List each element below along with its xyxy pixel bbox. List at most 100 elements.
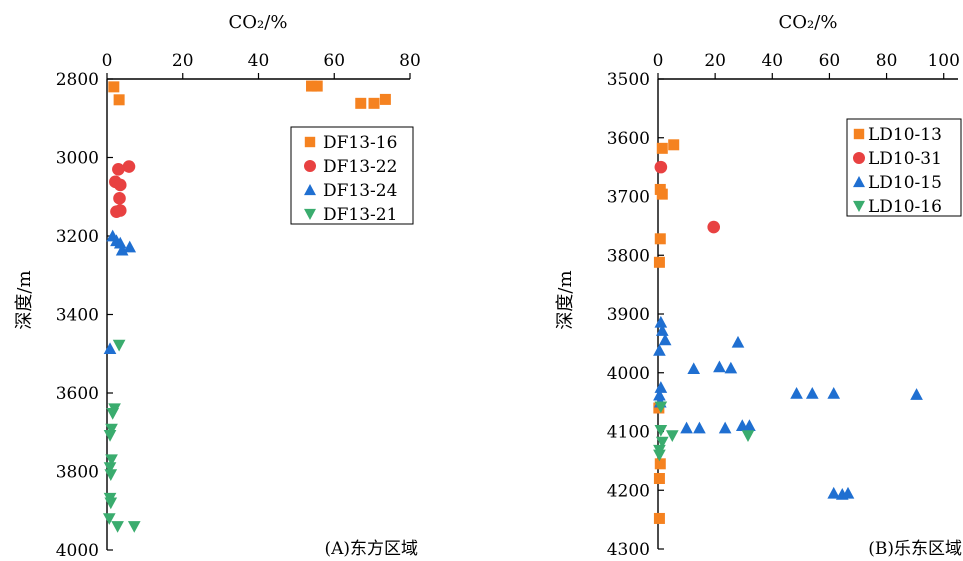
data-point xyxy=(658,333,672,346)
data-point xyxy=(103,462,117,474)
y-tick-label: 3200 xyxy=(56,227,99,247)
data-point xyxy=(841,486,855,499)
x-tick-label: 0 xyxy=(102,51,113,71)
y-tick-label: 3900 xyxy=(607,305,650,325)
data-point xyxy=(910,388,923,400)
x-tick-label: 60 xyxy=(819,51,841,71)
data-point xyxy=(103,342,117,355)
legend-entry: DF13-22 xyxy=(323,157,397,177)
legend-marker xyxy=(853,152,865,164)
legend-marker xyxy=(853,200,865,212)
data-point xyxy=(112,162,125,176)
y-tick-label: 3700 xyxy=(607,188,650,208)
data-point xyxy=(654,315,668,328)
x-tick-label: 80 xyxy=(876,51,898,71)
data-point xyxy=(724,361,738,374)
x-tick-label: 20 xyxy=(172,51,194,71)
legend-entry: DF13-16 xyxy=(323,133,397,153)
chart-panel-a: 0 20 40 60 80 2800 3000 3200 3400 3600 3800 4000 CO₂… xyxy=(14,12,421,561)
data-point xyxy=(707,220,721,234)
data-point xyxy=(653,449,666,462)
x-tick-label: 40 xyxy=(761,51,783,71)
legend-marker xyxy=(304,160,316,172)
data-point xyxy=(104,469,118,481)
y-tick-label: 3800 xyxy=(607,246,650,266)
legend: DF13-16 DF13-22 DF13-24 DF13-21 xyxy=(290,126,414,225)
legend-entry: LD10-13 xyxy=(868,125,942,145)
data-point xyxy=(654,160,668,174)
y-tick-label: 4100 xyxy=(607,423,650,443)
data-point xyxy=(653,344,666,356)
data-point xyxy=(379,93,391,105)
x-tick-label: 100 xyxy=(927,51,959,71)
x-tick-label: 60 xyxy=(323,51,345,71)
y-tick-label: 4300 xyxy=(607,540,650,560)
series-df13-21 xyxy=(102,339,141,533)
data-point xyxy=(790,386,803,399)
data-point xyxy=(654,424,668,437)
legend-entry: LD10-15 xyxy=(868,173,942,193)
data-point xyxy=(654,381,668,393)
data-point xyxy=(103,430,117,442)
data-point xyxy=(355,97,367,109)
y-tick-label: 2800 xyxy=(56,70,99,90)
x-axis-title: CO₂/% xyxy=(229,12,288,33)
data-point xyxy=(122,160,136,173)
data-point xyxy=(115,243,129,256)
data-point xyxy=(653,512,665,524)
series-df13-24 xyxy=(103,229,137,355)
data-point xyxy=(680,421,693,434)
data-point xyxy=(108,81,120,93)
data-point xyxy=(105,423,118,436)
data-point xyxy=(311,80,323,92)
data-point xyxy=(687,362,701,375)
x-tick-label: 40 xyxy=(248,51,270,71)
data-point xyxy=(693,421,706,434)
data-point xyxy=(827,486,841,499)
y-tick-label: 3000 xyxy=(56,149,99,169)
series-df13-22 xyxy=(109,160,136,218)
data-point xyxy=(718,421,732,434)
data-point xyxy=(827,386,841,399)
data-point xyxy=(105,454,118,467)
panel-label: (B)乐东区域 xyxy=(868,539,962,559)
series-df13-16 xyxy=(108,80,391,109)
data-point xyxy=(743,419,756,432)
legend-box xyxy=(846,118,962,217)
data-point xyxy=(104,497,118,510)
legend-marker xyxy=(304,136,316,148)
y-tick-label: 3800 xyxy=(56,463,99,483)
data-point xyxy=(653,473,665,484)
y-tick-label: 4200 xyxy=(607,481,650,501)
y-tick-label: 3600 xyxy=(607,129,650,149)
y-axis-title: 深度/m xyxy=(14,270,35,329)
data-point xyxy=(113,94,125,106)
data-point xyxy=(741,430,755,442)
data-point xyxy=(123,240,137,253)
data-point xyxy=(731,335,745,348)
y-tick-label: 4000 xyxy=(56,541,99,561)
data-point xyxy=(656,142,668,154)
data-point xyxy=(713,360,726,373)
series-ld10-31 xyxy=(654,160,721,234)
data-point xyxy=(368,97,380,109)
legend-marker xyxy=(853,176,865,188)
data-point xyxy=(655,324,669,336)
legend-entry: DF13-21 xyxy=(323,205,397,225)
data-point xyxy=(654,233,666,245)
data-point xyxy=(653,256,665,268)
data-point xyxy=(113,192,126,205)
chart-panel-b: 0 20 40 60 80 100 3500 3600 3700 3800 3900 4000 4100… xyxy=(555,12,962,560)
data-point xyxy=(106,408,120,420)
data-point xyxy=(668,139,680,151)
data-point xyxy=(113,178,127,192)
series-ld10-16 xyxy=(653,401,755,462)
legend-entry: DF13-24 xyxy=(323,181,397,201)
x-tick-label: 80 xyxy=(399,51,421,71)
data-point xyxy=(805,386,819,399)
legend-entry: LD10-31 xyxy=(868,149,942,169)
data-point xyxy=(127,521,141,533)
legend-marker xyxy=(853,128,865,140)
data-point xyxy=(653,388,666,401)
